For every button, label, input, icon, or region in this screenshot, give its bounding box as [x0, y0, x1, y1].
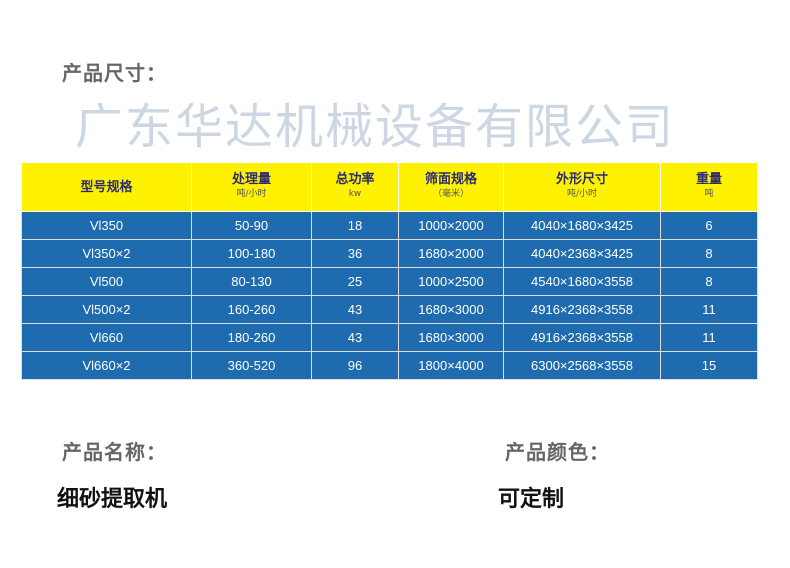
table-cell: Vl500×2 — [21, 295, 192, 324]
column-header: 外形尺寸吨/小时 — [503, 162, 661, 212]
header-title: 重量 — [695, 172, 722, 187]
table-row: Vl660 180-260 43 1680×3000 4916×2368×3558 11 — [21, 323, 758, 352]
watermark: 广东华达机械设备有限公司 — [75, 99, 676, 155]
header-unit: 吨/小时 — [236, 189, 267, 199]
header-unit: 吨 — [704, 189, 714, 199]
table-row: Vl500×2 160-260 43 1680×3000 4916×2368×3558 1… — [21, 295, 758, 324]
table-cell: 1680×3000 — [398, 295, 504, 324]
table-cell: 1000×2000 — [398, 211, 504, 240]
table-cell: 1680×2000 — [398, 239, 504, 268]
size-heading: 产品尺寸： — [62, 61, 167, 85]
table-cell: 4540×1680×3558 — [503, 267, 661, 296]
table-cell: 160-260 — [191, 295, 312, 324]
table-row: Vl350 50-90 18 1000×2000 4040×1680×3425 6 — [21, 211, 758, 240]
table-cell: 6300×2568×3558 — [503, 351, 661, 380]
table-cell: 25 — [311, 267, 399, 296]
header-unit: 吨/小时 — [566, 189, 598, 199]
table-cell: 6 — [660, 211, 758, 240]
table-cell: 11 — [660, 295, 758, 324]
table-body: Vl350 50-90 18 1000×2000 4040×1680×3425 6 Vl35… — [21, 211, 758, 380]
column-header: 重量吨 — [660, 162, 758, 212]
table-cell: 1680×3000 — [398, 323, 504, 352]
column-header: 筛面规格 （毫米） — [398, 162, 504, 212]
table-cell: 360-520 — [191, 351, 312, 380]
table-cell: 4916×2368×3558 — [503, 295, 661, 324]
column-header: 总功率 kw — [311, 162, 399, 212]
table-cell: 43 — [311, 295, 399, 324]
table-cell: 4040×1680×3425 — [503, 211, 661, 240]
table-cell: 1000×2500 — [398, 267, 504, 296]
table-cell: 43 — [311, 323, 399, 352]
table-cell: 4040×2368×3425 — [503, 239, 661, 268]
table-cell: 4916×2368×3558 — [503, 323, 661, 352]
header-unit: （毫米） — [432, 189, 469, 199]
table-cell: 100-180 — [191, 239, 312, 268]
table-cell: Vl500 — [21, 267, 192, 296]
table-cell: 36 — [311, 239, 399, 268]
name-value: 细砂提取机 — [57, 487, 168, 512]
table-cell: 15 — [660, 351, 758, 380]
table-cell: 18 — [311, 211, 399, 240]
name-heading: 产品名称： — [62, 440, 167, 464]
table-cell: 8 — [660, 239, 758, 268]
table-cell: 1800×4000 — [398, 351, 504, 380]
table-cell: Vl350 — [21, 211, 192, 240]
color-heading: 产品颜色： — [505, 440, 610, 464]
table-row: Vl500 80-130 25 1000×2500 4540×1680×3558 8 — [21, 267, 758, 296]
spec-table: 型号规格 处理量 吨/小时 总功率 kw 筛面规格 （毫米） 外形尺寸 吨/小时 重量吨 Vl35… — [21, 162, 758, 380]
table-cell: 180-260 — [191, 323, 312, 352]
column-header: 处理量吨/小时 — [191, 162, 312, 212]
header-title: 筛面规格 — [424, 172, 477, 187]
table-row: Vl660×2 360-520 96 1800×4000 6300×2568×3558 1… — [21, 351, 758, 380]
table-cell: 8 — [660, 267, 758, 296]
table-cell: Vl660 — [21, 323, 192, 352]
header-unit: kw — [348, 189, 362, 199]
table-row: Vl350×2 100-180 36 1680×2000 4040×2368×3425 8 — [21, 239, 758, 268]
table-cell: 80-130 — [191, 267, 312, 296]
header-row: 型号规格 处理量 吨/小时 总功率 kw 筛面规格 （毫米） 外形尺寸 吨/小时 重量吨 — [21, 162, 758, 212]
header-title: 外形尺寸 — [555, 172, 608, 187]
table-cell: 11 — [660, 323, 758, 352]
header-title: 总功率 — [335, 172, 375, 187]
table-cell: 50-90 — [191, 211, 312, 240]
column-header: 型号规格 — [21, 162, 192, 212]
table-cell: Vl660×2 — [21, 351, 192, 380]
table-cell: 96 — [311, 351, 399, 380]
color-value: 可定制 — [498, 487, 565, 512]
header-title: 处理量 — [231, 172, 271, 187]
header-title: 型号规格 — [80, 179, 133, 195]
table-cell: Vl350×2 — [21, 239, 192, 268]
